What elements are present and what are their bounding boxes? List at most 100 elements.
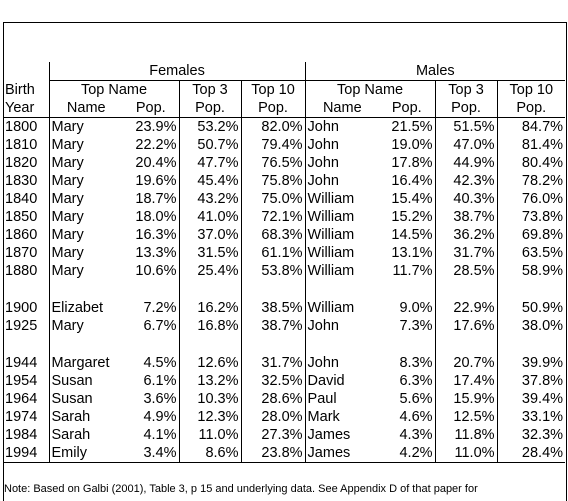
female-top10-header: Top 10 [240, 80, 306, 99]
cell-f-name: Mary [48, 172, 123, 190]
name-popularity-table: Females Males Birth Top Name Top 3 Top 1… [3, 62, 566, 463]
cell-m-top10: 73.8% [496, 208, 566, 226]
cell-m-top3: 22.9% [434, 299, 498, 317]
cell-year: 1964 [5, 391, 38, 407]
cell-year: 1900 [5, 300, 38, 316]
cell-m-pop: 19.0% [391, 137, 433, 153]
spacer-cell [3, 335, 49, 354]
cell-m-top10: 80.4% [496, 154, 566, 172]
female-top3-header: Top 3 [178, 80, 241, 99]
table-row: 1830 Mary 19.6% 45.4% 75.8% John 16.4% 42.3% 78.… [3, 172, 566, 190]
cell-m-top3: 12.5% [434, 408, 498, 426]
cell-m-pop: 15.2% [391, 209, 433, 225]
cell-f-name: Margaret [48, 354, 123, 372]
cell-f-pop: 23.9% [135, 119, 177, 135]
cell-m-name: John [304, 154, 380, 172]
spacer-cell [434, 335, 498, 354]
cell-f-top10: 38.7% [240, 317, 306, 335]
cell-f-top3: 43.2% [178, 190, 241, 208]
cell-m-pop: 6.3% [399, 373, 433, 389]
table-row: 1810 Mary 22.2% 50.7% 79.4% John 19.0% 47.0% 81.… [3, 136, 566, 154]
cell-m-name: James [304, 444, 380, 463]
cell-m-pop: 9.0% [399, 300, 433, 316]
table-row: 1820 Mary 20.4% 47.7% 76.5% John 17.8% 44.9% 80.… [3, 154, 566, 172]
cell-m-pop: 13.1% [391, 245, 433, 261]
cell-f-pop: 19.6% [135, 173, 177, 189]
cell-m-pop: 4.6% [399, 409, 433, 425]
table-row: 1925 Mary 6.7% 16.8% 38.7% John 7.3% 17.6% 38.0% [3, 317, 566, 335]
cell-f-name: Emily [48, 444, 123, 463]
cell-m-pop: 7.3% [399, 318, 433, 334]
cell-f-name: Susan [48, 390, 123, 408]
cell-m-pop: 8.3% [399, 355, 433, 371]
cell-f-top3: 16.2% [178, 299, 241, 317]
cell-f-top3: 12.6% [178, 354, 241, 372]
cell-f-pop: 3.4% [123, 444, 179, 463]
cell-f-top3: 25.4% [178, 262, 241, 280]
cell-f-pop: 16.3% [135, 227, 177, 243]
cell-f-name: Sarah [48, 408, 123, 426]
cell-year: 1954 [5, 373, 38, 389]
cell-f-top3: 37.0% [178, 226, 241, 244]
cell-f-top3: 53.2% [178, 117, 241, 136]
female-top-name-header: Top Name [48, 80, 179, 99]
cell-m-top3: 11.8% [434, 426, 498, 444]
header-blank [3, 62, 49, 81]
table-row: 1944 Margaret 4.5% 12.6% 31.7% John 8.3% 20.7% 3… [3, 354, 566, 372]
cell-m-top3: 15.9% [434, 390, 498, 408]
cell-f-top3: 13.2% [178, 372, 241, 390]
females-header: Females [48, 62, 306, 81]
cell-m-pop: 21.5% [391, 119, 433, 135]
cell-f-top10: 38.5% [240, 299, 306, 317]
cell-f-name: Sarah [48, 426, 123, 444]
cell-m-top10: 32.3% [496, 426, 566, 444]
cell-m-top10: 37.8% [496, 372, 566, 390]
cell-f-top10: 61.1% [240, 244, 306, 262]
cell-m-top10: 33.1% [496, 408, 566, 426]
spacer-cell [304, 335, 380, 354]
spacer-cell [123, 280, 179, 299]
spacer-cell [123, 335, 179, 354]
cell-m-top10: 76.0% [496, 190, 566, 208]
spacer-cell [304, 280, 380, 299]
cell-year: 1820 [5, 155, 38, 171]
cell-f-name: Mary [48, 190, 123, 208]
cell-m-top3: 38.7% [434, 208, 498, 226]
cell-f-pop: 20.4% [135, 155, 177, 171]
cell-f-top10: 79.4% [240, 136, 306, 154]
year-header: Year [3, 99, 49, 118]
cell-m-top3: 28.5% [434, 262, 498, 280]
cell-f-top3: 11.0% [178, 426, 241, 444]
cell-year: 1984 [5, 427, 38, 443]
cell-f-top10: 23.8% [240, 444, 306, 463]
cell-f-pop: 18.7% [135, 191, 177, 207]
cell-f-top10: 76.5% [240, 154, 306, 172]
cell-f-top10: 53.8% [240, 262, 306, 280]
cell-f-top10: 72.1% [240, 208, 306, 226]
cell-year: 1880 [5, 263, 38, 279]
cell-m-pop: 4.3% [399, 427, 433, 443]
cell-year: 1840 [5, 191, 38, 207]
cell-m-name: William [304, 190, 380, 208]
cell-f-pop: 22.2% [135, 137, 177, 153]
cell-m-top10: 84.7% [496, 117, 566, 136]
cell-f-pop: 7.2% [143, 300, 177, 316]
table-row: 1964 Susan 3.6% 10.3% 28.6% Paul 5.6% 15.9% 39.4… [3, 390, 566, 408]
cell-year: 1870 [5, 245, 38, 261]
cell-m-name: William [304, 208, 380, 226]
table-body: 1800 Mary 23.9% 53.2% 82.0% John 21.5% 51.5% 84.… [3, 117, 566, 463]
spacer-cell [240, 335, 306, 354]
table-row: 1800 Mary 23.9% 53.2% 82.0% John 21.5% 51.5% 84.… [3, 117, 566, 136]
cell-f-pop: 13.3% [135, 245, 177, 261]
cell-m-top3: 20.7% [434, 354, 498, 372]
male-top3-header: Top 3 [434, 80, 498, 99]
male-pop-header: Pop. [379, 99, 436, 118]
cell-m-top10: 58.9% [496, 262, 566, 280]
spacer-cell [434, 280, 498, 299]
cell-m-name: Mark [304, 408, 380, 426]
cell-f-top3: 12.3% [178, 408, 241, 426]
cell-m-name: Paul [304, 390, 380, 408]
cell-f-top10: 68.3% [240, 226, 306, 244]
footnote: Note: Based on Galbi (2001), Table 3, p … [4, 483, 478, 495]
table-row: 1994 Emily 3.4% 8.6% 23.8% James 4.2% 11.0% 28.4… [3, 444, 566, 463]
